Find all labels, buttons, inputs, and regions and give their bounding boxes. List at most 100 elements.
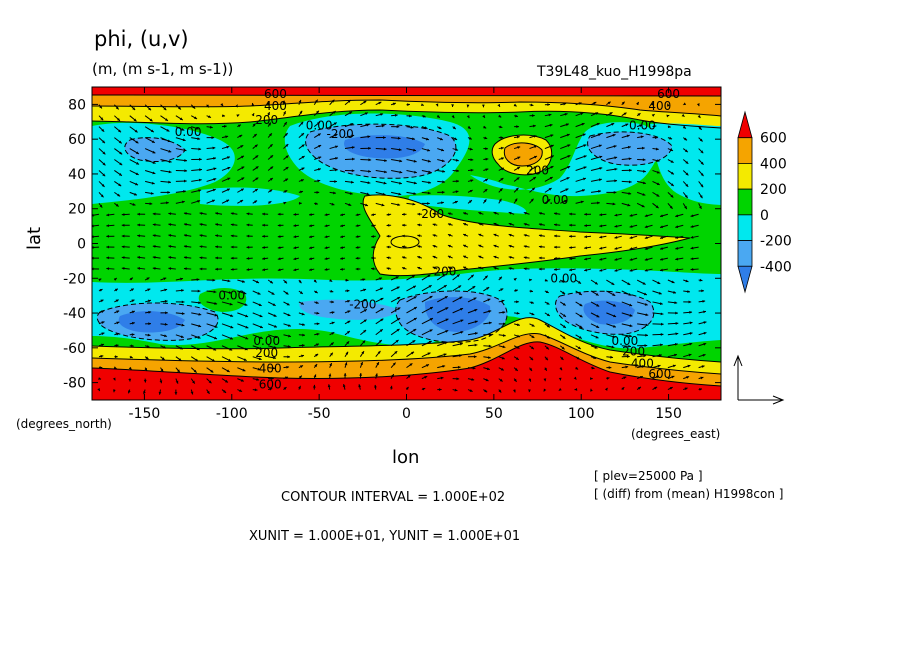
wind-vector-head	[299, 291, 303, 294]
wind-vector-head	[558, 377, 562, 381]
wind-vector-head	[380, 308, 384, 311]
wind-vector-head	[684, 137, 688, 141]
wind-vector-head	[569, 257, 572, 261]
wind-vector-head	[628, 293, 632, 296]
wind-vector-head	[206, 390, 210, 394]
wind-vector-head	[301, 354, 304, 358]
wind-vector-head	[386, 234, 390, 238]
wind-vector-head	[584, 268, 588, 272]
wind-vector-head	[102, 173, 106, 177]
wind-vector-head	[656, 170, 660, 174]
wind-vector-head	[166, 201, 169, 205]
wind-vector-head	[413, 317, 417, 321]
wind-vector-head	[456, 274, 460, 278]
wind-vector-head	[459, 354, 462, 358]
wind-vector-head	[301, 144, 305, 148]
wind-vector-head	[364, 112, 368, 116]
wind-vector-head	[256, 378, 260, 381]
wind-vector-head	[530, 301, 534, 304]
wind-vector-head	[642, 158, 646, 162]
wind-vector-head	[689, 342, 693, 346]
wind-vector-head	[429, 296, 433, 299]
wind-vector-head	[417, 234, 421, 238]
wind-vector-head	[180, 335, 184, 338]
wind-vector-head	[347, 320, 351, 324]
wind-vector-head	[456, 377, 460, 381]
wind-vector-head	[181, 323, 185, 327]
contour-label: 600	[264, 87, 287, 101]
wind-vector-head	[562, 314, 566, 317]
wind-vector-head	[442, 274, 446, 278]
wind-vector-head	[699, 387, 703, 391]
contour-label: 200	[526, 163, 549, 177]
wind-vector-head	[330, 342, 334, 346]
wind-vector-head	[417, 212, 421, 216]
wind-vector-head	[293, 235, 297, 239]
wind-vector-head	[151, 181, 155, 185]
wind-vector-head	[235, 104, 238, 108]
wind-vector-head	[363, 309, 367, 312]
wind-vector-head	[214, 336, 217, 340]
wind-vector-head	[596, 325, 600, 328]
y-tick-label: -80	[63, 376, 86, 392]
wind-vector-head	[656, 182, 660, 186]
wind-vector-head	[271, 377, 274, 380]
wind-vector-head	[514, 289, 518, 293]
wind-vector-head	[199, 212, 203, 215]
wind-vector-head	[226, 145, 230, 149]
wind-vector-head	[607, 101, 611, 105]
wind-vector-head	[273, 314, 277, 317]
wind-vector-head	[578, 335, 582, 339]
wind-vector-head	[128, 366, 132, 370]
wind-vector-head	[199, 256, 203, 260]
wind-vector-head	[149, 202, 153, 206]
wind-vector-head	[483, 199, 487, 203]
wind-vector-head	[530, 103, 534, 107]
wind-vector-head	[655, 147, 659, 151]
wind-vector-head	[152, 150, 156, 154]
wind-vector-head	[208, 115, 212, 118]
wind-vector-head	[396, 286, 400, 290]
wind-vector-head	[443, 285, 447, 288]
wind-vector-head	[168, 223, 172, 226]
wind-vector-head	[268, 122, 271, 126]
wind-vector-head	[329, 279, 333, 282]
wind-vector-head	[579, 325, 583, 328]
wind-vector-head	[546, 313, 550, 316]
wind-vector-head	[293, 246, 297, 250]
wind-vector-head	[413, 159, 417, 163]
wind-vector-head	[608, 366, 612, 370]
wind-vector-head	[428, 285, 432, 288]
wind-vector-head	[474, 343, 478, 347]
wind-vector-head	[316, 110, 319, 114]
wind-vector-head	[432, 255, 436, 259]
wind-vector-head	[363, 319, 367, 323]
wind-vector-head	[655, 136, 658, 140]
wind-vector-head	[574, 388, 578, 391]
wind-vector-head	[427, 202, 430, 205]
wind-vector-head	[698, 126, 702, 130]
difference-note: [ (diff) from (mean) H1998con ]	[594, 487, 783, 501]
wind-vector-head	[151, 140, 155, 143]
wind-vector-head	[636, 102, 639, 106]
wind-vector-head	[566, 133, 570, 137]
wind-vector-head	[301, 133, 304, 136]
wind-vector-head	[599, 246, 603, 250]
wind-vector-head	[376, 362, 379, 366]
contour-label: -200	[349, 297, 376, 311]
wind-vector-head	[614, 156, 618, 160]
wind-vector-head	[597, 133, 601, 137]
wind-vector-head	[131, 333, 135, 337]
wind-vector-head	[625, 365, 629, 369]
wind-vector-head	[516, 135, 520, 139]
wind-vector-head	[195, 358, 199, 362]
pressure-level: [ plev=25000 Pa ]	[594, 469, 703, 483]
wind-vector-head	[240, 145, 244, 148]
wind-vector-head	[612, 293, 616, 296]
wind-vector-head	[659, 302, 663, 305]
wind-vector-head	[392, 102, 396, 106]
wind-vector-head	[391, 374, 394, 378]
wind-vector-head	[255, 155, 259, 159]
wind-vector-head	[611, 123, 615, 126]
wind-vector-head	[513, 103, 517, 107]
